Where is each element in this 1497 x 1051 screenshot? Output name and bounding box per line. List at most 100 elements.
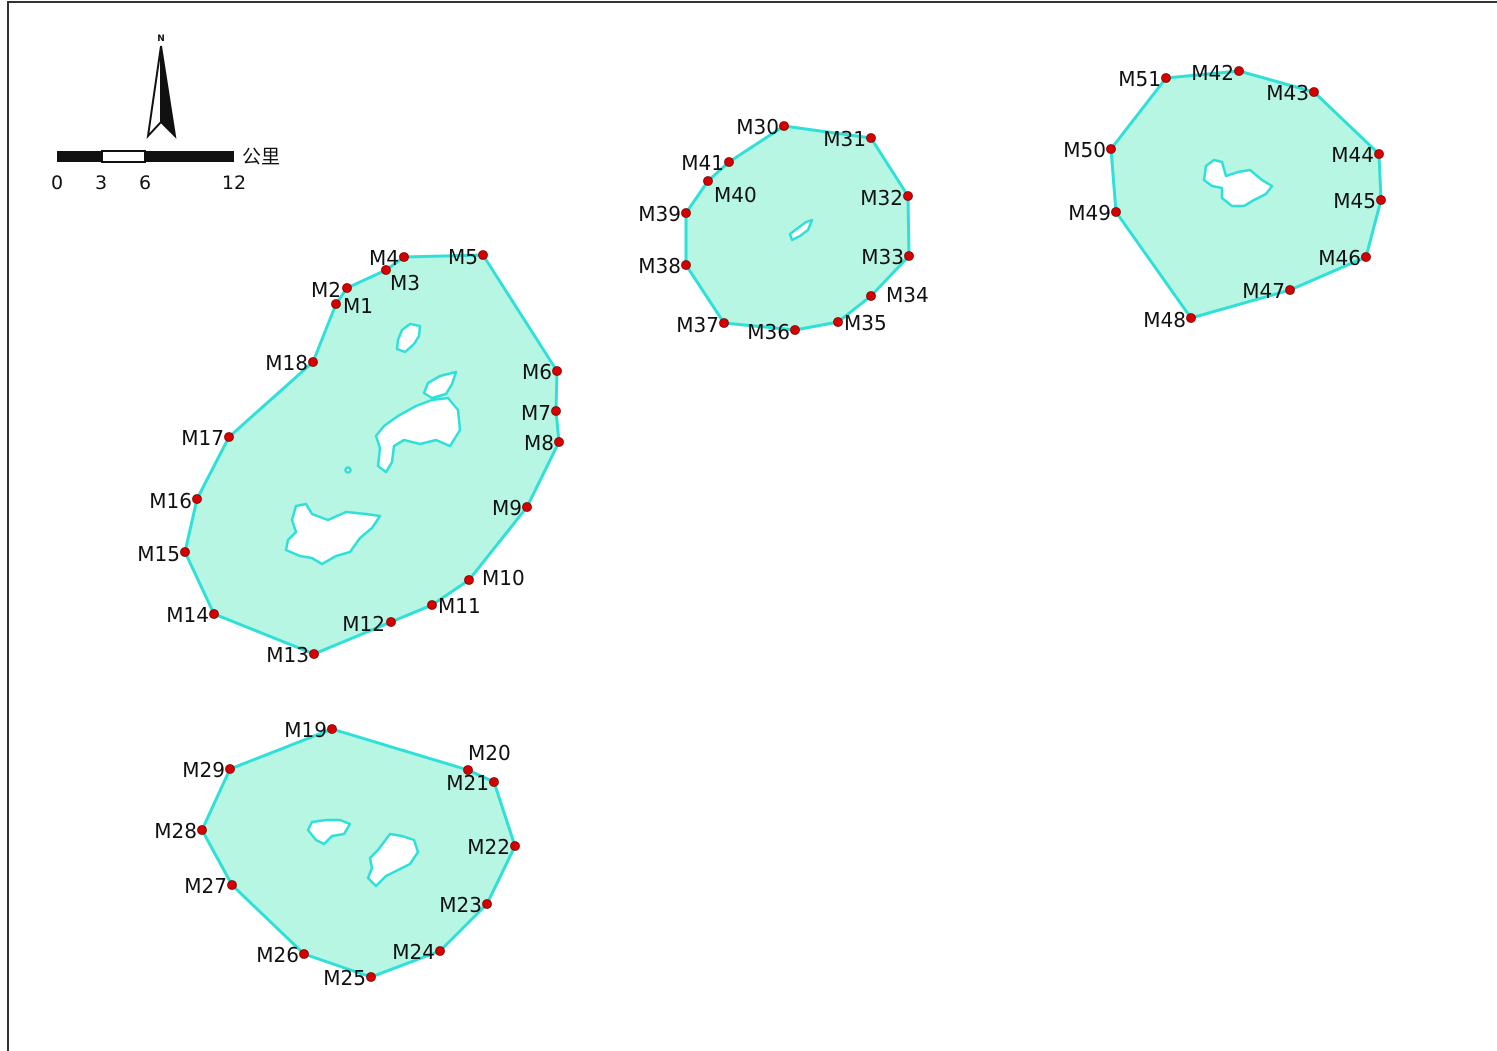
boundary-point-m38 [681, 260, 691, 270]
boundary-label-m41: M41 [681, 151, 724, 175]
boundary-label-m6: M6 [522, 360, 552, 384]
boundary-point-m24 [435, 946, 445, 956]
boundary-point-m25 [366, 972, 376, 982]
boundary-label-m8: M8 [524, 431, 554, 455]
boundary-point-m47 [1285, 285, 1295, 295]
island-1d [284, 502, 382, 566]
boundary-point-m28 [197, 825, 207, 835]
boundary-label-m46: M46 [1318, 246, 1361, 270]
boundary-label-m19: M19 [284, 718, 327, 742]
boundary-point-m17 [224, 432, 234, 442]
boundary-point-m27 [227, 880, 237, 890]
boundary-point-m9 [522, 502, 532, 512]
boundary-point-m50 [1106, 144, 1116, 154]
boundary-label-m22: M22 [467, 835, 510, 859]
island-2a [306, 818, 352, 846]
boundary-point-m16 [192, 494, 202, 504]
boundary-label-m34: M34 [886, 283, 929, 307]
boundary-point-m39 [681, 208, 691, 218]
boundary-label-m48: M48 [1143, 308, 1186, 332]
boundary-label-m29: M29 [182, 758, 225, 782]
boundary-label-m51: M51 [1118, 67, 1161, 91]
scale-tick-12: 12 [222, 172, 246, 194]
scale-tick-6: 6 [139, 172, 151, 194]
boundary-point-m48 [1186, 313, 1196, 323]
boundary-label-m42: M42 [1191, 61, 1234, 85]
north-arrow: N [146, 34, 177, 140]
boundary-label-m35: M35 [844, 311, 887, 335]
island-3a [788, 218, 814, 242]
boundary-label-m50: M50 [1063, 138, 1106, 162]
boundary-label-m33: M33 [861, 245, 904, 269]
boundary-point-m3 [381, 265, 391, 275]
boundary-point-m30 [779, 121, 789, 131]
boundary-point-m51 [1161, 73, 1171, 83]
boundary-label-m43: M43 [1266, 81, 1309, 105]
boundary-label-m39: M39 [638, 202, 681, 226]
boundary-label-m13: M13 [266, 643, 309, 667]
boundary-point-m37 [719, 318, 729, 328]
boundary-label-m24: M24 [392, 940, 435, 964]
boundary-label-m26: M26 [256, 943, 299, 967]
boundary-point-m35 [833, 317, 843, 327]
boundary-point-m4 [399, 252, 409, 262]
north-label: N [157, 34, 165, 44]
scale-tick-0: 0 [51, 172, 63, 194]
scale-unit: 公里 [242, 146, 280, 168]
boundary-label-m3: M3 [390, 271, 420, 295]
scale-segment-1 [57, 151, 102, 162]
boundary-point-m8 [554, 437, 564, 447]
boundary-label-m47: M47 [1242, 279, 1285, 303]
boundary-label-m31: M31 [823, 127, 866, 151]
boundary-label-m32: M32 [860, 186, 903, 210]
boundary-point-m33 [904, 251, 914, 261]
boundary-point-m1 [331, 299, 341, 309]
boundary-point-m14 [209, 609, 219, 619]
boundary-point-m44 [1374, 149, 1384, 159]
boundary-label-m7: M7 [521, 401, 551, 425]
boundary-point-m20 [463, 765, 473, 775]
boundary-point-m10 [464, 575, 474, 585]
boundary-label-m28: M28 [154, 819, 197, 843]
island-2b [366, 832, 420, 888]
boundary-point-m49 [1111, 207, 1121, 217]
boundary-label-m5: M5 [448, 245, 478, 269]
boundary-point-m18 [308, 357, 318, 367]
boundary-point-m41 [724, 157, 734, 167]
boundary-label-m1: M1 [343, 294, 373, 318]
island-1a [395, 322, 422, 354]
boundary-point-m19 [327, 724, 337, 734]
boundary-point-m32 [903, 191, 913, 201]
boundary-label-m11: M11 [438, 594, 481, 618]
boundary-point-m13 [309, 649, 319, 659]
boundary-point-m29 [225, 764, 235, 774]
boundary-point-m36 [790, 325, 800, 335]
island-1c [344, 466, 352, 474]
boundary-label-m40: M40 [714, 183, 757, 207]
boundary-label-m36: M36 [747, 320, 790, 344]
boundary-point-m2 [342, 283, 352, 293]
scale-segment-2 [101, 150, 146, 163]
boundary-point-m22 [510, 841, 520, 851]
island-1b [374, 370, 462, 474]
boundary-label-m23: M23 [439, 893, 482, 917]
boundary-label-m49: M49 [1068, 201, 1111, 225]
north-arrow-right-half [160, 45, 177, 139]
boundary-label-m20: M20 [468, 741, 511, 765]
boundary-label-m21: M21 [446, 771, 489, 795]
boundary-label-m2: M2 [311, 278, 341, 302]
boundary-label-m44: M44 [1331, 143, 1374, 167]
boundary-label-m16: M16 [149, 489, 192, 513]
boundary-label-m14: M14 [166, 603, 209, 627]
scale-bar: 公里 0 3 6 12 [51, 146, 280, 194]
scale-tick-3: 3 [95, 172, 107, 194]
boundary-point-m7 [551, 406, 561, 416]
boundary-label-m37: M37 [676, 313, 719, 337]
boundary-point-m34 [866, 291, 876, 301]
boundary-point-m45 [1376, 195, 1386, 205]
boundary-label-m12: M12 [342, 612, 385, 636]
boundary-label-m4: M4 [369, 246, 399, 270]
boundary-point-m12 [386, 617, 396, 627]
